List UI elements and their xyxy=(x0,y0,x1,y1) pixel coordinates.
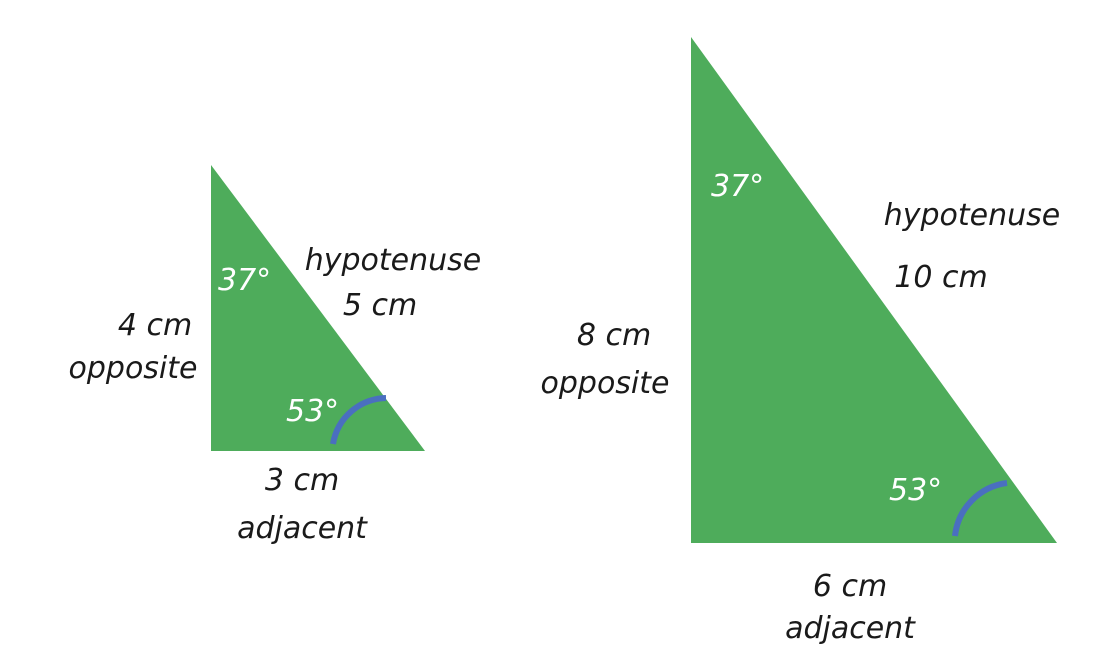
large-triangle: 37° 53° 8 cm opposite hypotenuse 10 cm 6… xyxy=(541,37,1061,646)
small-angle-arc xyxy=(330,395,387,445)
small-hypotenuse-length: 5 cm xyxy=(343,288,417,323)
small-opposite-length: 4 cm xyxy=(118,308,192,343)
large-triangle-shape xyxy=(691,37,1057,543)
large-opposite-name: opposite xyxy=(541,366,670,401)
small-bottom-angle-label: 53° xyxy=(286,394,339,429)
small-triangle-shape xyxy=(211,165,425,451)
small-top-angle-label: 37° xyxy=(218,263,271,298)
large-opposite-length: 8 cm xyxy=(577,318,651,353)
large-adjacent-name: adjacent xyxy=(785,611,916,646)
large-hypotenuse-name: hypotenuse xyxy=(884,198,1061,233)
small-adjacent-length: 3 cm xyxy=(265,463,339,498)
small-opposite-name: opposite xyxy=(69,351,198,386)
small-adjacent-name: adjacent xyxy=(237,511,368,546)
small-hypotenuse-name: hypotenuse xyxy=(305,243,482,278)
large-angle-arc xyxy=(952,480,1008,537)
large-adjacent-length: 6 cm xyxy=(813,569,887,604)
large-hypotenuse-length: 10 cm xyxy=(894,260,987,295)
small-triangle: 37° 53° 4 cm opposite hypotenuse 5 cm 3 … xyxy=(69,165,482,546)
large-top-angle-label: 37° xyxy=(711,169,764,204)
large-bottom-angle-label: 53° xyxy=(889,473,942,508)
